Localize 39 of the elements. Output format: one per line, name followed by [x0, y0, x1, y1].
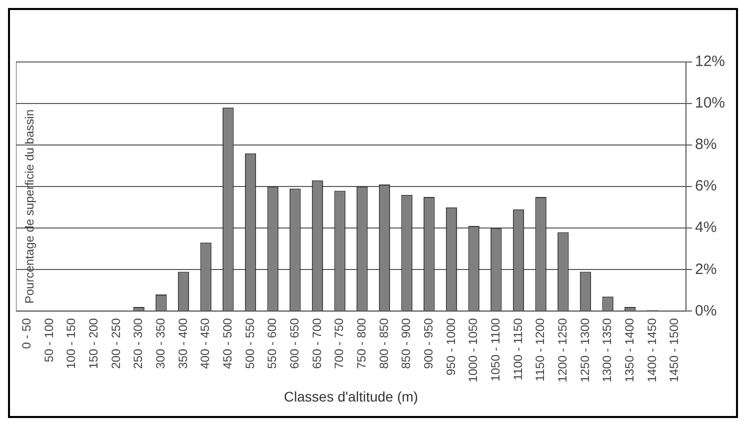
- y-tick-label: 0%: [694, 302, 717, 320]
- x-tick-label: 300 - 350: [153, 318, 168, 369]
- x-tick-label: 200 - 250: [108, 318, 123, 369]
- x-axis-title: Classes d'altitude (m): [284, 388, 418, 404]
- x-tick-label: 650 - 700: [310, 318, 324, 369]
- x-tick-label: 1150 - 1200: [533, 318, 548, 382]
- y-tick-label: 4%: [694, 219, 717, 236]
- x-tick-label: 1400 - 1450: [644, 318, 659, 382]
- x-tick-label: 1000 - 1050: [466, 318, 480, 382]
- x-tick-label: 100 - 150: [64, 318, 78, 369]
- y-tick-label: 10%: [694, 94, 726, 112]
- x-tick-label: 350 - 400: [176, 318, 190, 369]
- x-tick-label: 400 - 450: [198, 318, 212, 369]
- x-tick-label: 550 - 600: [265, 318, 280, 369]
- x-tick-label: 1300 - 1350: [600, 318, 614, 382]
- x-tick-label: 250 - 300: [131, 318, 146, 369]
- y-axis-title: Pourcentage de superficie du bassin: [22, 110, 36, 304]
- y-tick-label: 6%: [694, 178, 717, 195]
- y-tick-label: 2%: [694, 260, 717, 278]
- x-tick-label: 1250 - 1300: [578, 318, 592, 382]
- x-tick-label: 950 - 1000: [444, 318, 458, 376]
- y-tick-label: 8%: [694, 136, 717, 154]
- x-tick-label: 500 - 550: [242, 318, 257, 369]
- x-tick-label: 750 - 800: [354, 318, 368, 369]
- y-tick-label: 12%: [694, 53, 726, 70]
- x-tick-label: 450 - 500: [220, 318, 234, 369]
- x-tick-label: 1200 - 1250: [555, 318, 570, 382]
- x-tick-label: 50 - 100: [42, 318, 56, 362]
- x-tick-label: 1050 - 1100: [488, 318, 502, 382]
- x-tick-label: 1350 - 1400: [622, 318, 636, 382]
- x-tick-label: 150 - 200: [86, 318, 100, 369]
- x-tick-label: 600 - 650: [287, 318, 302, 369]
- x-tick-label: 900 - 950: [421, 318, 436, 369]
- x-tick-label: 700 - 750: [332, 318, 346, 369]
- x-tick-label: 800 - 850: [376, 318, 391, 369]
- x-tick-label: 1450 - 1500: [667, 318, 682, 382]
- x-tick-label: 1100 - 1150: [510, 318, 525, 380]
- x-tick-label: 850 - 900: [399, 318, 414, 369]
- x-tick-label: 0 - 50: [19, 318, 34, 349]
